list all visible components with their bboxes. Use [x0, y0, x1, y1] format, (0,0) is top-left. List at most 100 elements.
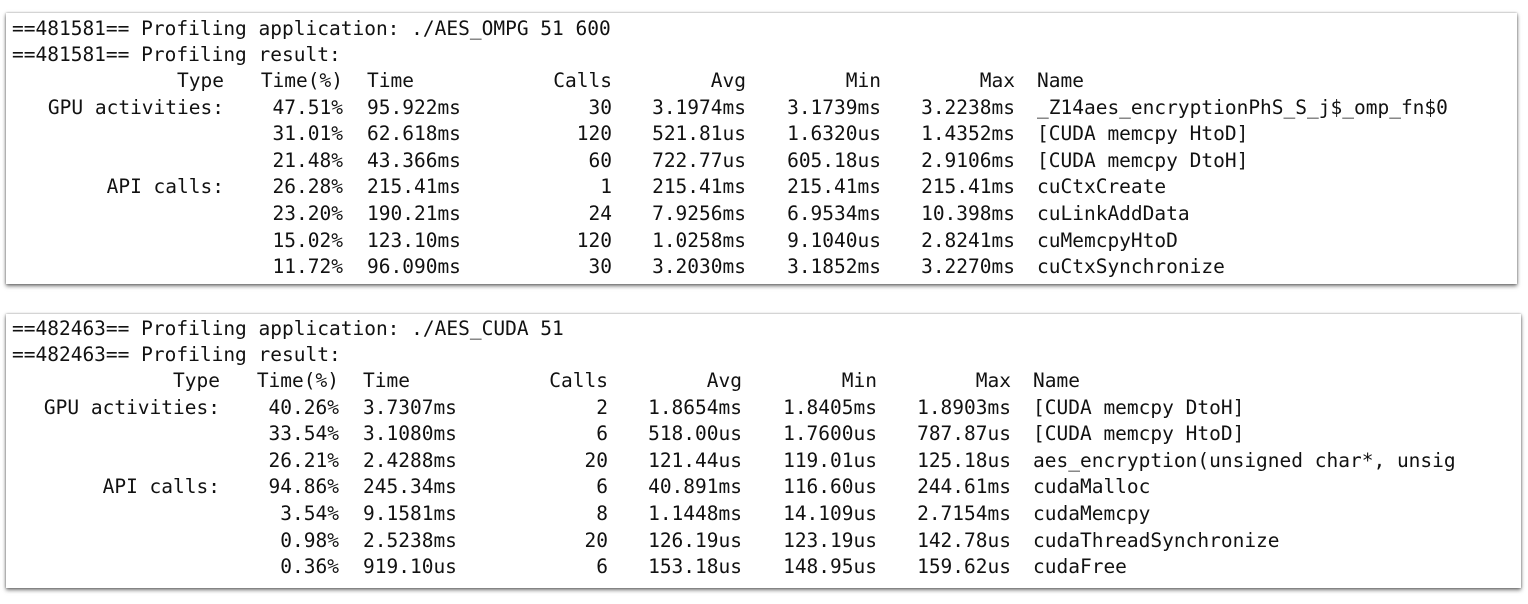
cell-min: 123.19us [783, 528, 877, 552]
cell-max: 125.18us [917, 448, 1011, 472]
header-line: ==481581== Profiling application: ./AES_… [12, 17, 611, 40]
cell-type: Type [177, 69, 224, 92]
table-row: 0.36% 919.10us 6 153.18us 148.95us 159.62us cu… [6, 554, 1521, 580]
cell-calls: Calls [553, 69, 612, 92]
cell-time: 3.7307ms [363, 395, 457, 419]
cell-calls: 24 [588, 202, 612, 225]
cell-name: _Z14aes_encryptionPhS_S_j$_omp_fn$0 [1037, 95, 1448, 119]
cell-type: GPU activities: [47, 95, 224, 119]
cell-max: 10.398ms [921, 202, 1015, 225]
cell-avg: Avg [710, 69, 746, 92]
cell-name: Name [1037, 69, 1084, 92]
cell-name: cudaMalloc [1033, 475, 1151, 499]
cell-calls: 120 [576, 228, 612, 252]
cell-time: 3.1080ms [363, 422, 457, 446]
cell-min: Min [841, 369, 877, 392]
profiler-output-omp: ==481581== Profiling application: ./AES_… [6, 13, 1517, 284]
table-row: 11.72% 96.090ms 30 3.2030ms 3.1852ms 3.2270ms… [6, 254, 1517, 280]
cell-time: 95.922ms [367, 95, 461, 119]
cell-avg: 121.44us [648, 448, 742, 472]
cell-calls: 1 [600, 175, 612, 199]
cell-name: cudaFree [1033, 555, 1127, 579]
cell-min: 605.18us [787, 148, 881, 172]
cell-max: 2.7154ms [917, 502, 1011, 525]
cell-time: 919.10us [363, 555, 457, 579]
cell-name: cuMemcpyHtoD [1037, 228, 1178, 252]
cell-max: 142.78us [917, 528, 1011, 552]
cell-time-pct: 26.28% [272, 175, 343, 199]
cell-calls: 20 [584, 448, 608, 472]
cell-time-pct: 94.86% [268, 475, 339, 499]
cell-name: aes_encryption(unsigned char*, unsig [1033, 448, 1456, 472]
cell-time: 215.41ms [367, 175, 461, 199]
cell-calls: 30 [588, 255, 612, 279]
cell-time: 245.34ms [363, 475, 457, 499]
table-row: GPU activities: 47.51% 95.922ms 30 3.1974ms 3… [6, 95, 1517, 121]
cell-max: 3.2238ms [921, 95, 1015, 119]
cell-time-pct: 15.02% [272, 228, 343, 252]
cell-min: 1.8405ms [783, 395, 877, 419]
table-header-row: Type Time(%) Time Calls Avg Min Max Name [6, 368, 1521, 394]
cell-time: 43.366ms [367, 148, 461, 172]
table-row: 3.54% 9.1581ms 8 1.1448ms 14.109us 2.7154ms cu… [6, 501, 1521, 527]
cell-time-pct: 31.01% [272, 122, 343, 146]
cell-time-pct: 40.26% [268, 395, 339, 419]
cell-time: Time [363, 369, 410, 392]
cell-name: [CUDA memcpy HtoD] [1033, 422, 1245, 446]
cell-time: Time [367, 69, 414, 92]
header-line: ==482463== Profiling application: ./AES_… [12, 317, 564, 340]
cell-time: 2.5238ms [363, 528, 457, 552]
header-line: ==481581== Profiling result: [12, 43, 341, 66]
cell-name: cuLinkAddData [1037, 202, 1190, 225]
table-row: API calls: 94.86% 245.34ms 6 40.891ms 116.60u… [6, 474, 1521, 500]
cell-time-pct: 26.21% [268, 448, 339, 472]
cell-type: GPU activities: [43, 395, 220, 419]
cell-time-pct: 21.48% [272, 148, 343, 172]
cell-avg: 518.00us [648, 422, 742, 446]
cell-max: 2.9106ms [921, 148, 1015, 172]
cell-min: 215.41ms [787, 175, 881, 199]
cell-time-pct: 47.51% [272, 95, 343, 119]
header-line: ==482463== Profiling result: [12, 343, 341, 366]
cell-time-pct: 0.98% [280, 528, 339, 552]
cell-min: 3.1852ms [787, 255, 881, 279]
cell-time: 2.4288ms [363, 448, 457, 472]
cell-time: 190.21ms [367, 202, 461, 225]
cell-avg: 40.891ms [648, 475, 742, 499]
cell-name: [CUDA memcpy DtoH] [1033, 395, 1245, 419]
cell-min: 119.01us [783, 448, 877, 472]
cell-type: Type [173, 369, 220, 392]
cell-min: 14.109us [783, 502, 877, 525]
cell-time-pct: 33.54% [268, 422, 339, 446]
cell-max: Max [979, 69, 1015, 92]
cell-max: 1.8903ms [917, 395, 1011, 419]
cell-min: 6.9534ms [787, 202, 881, 225]
table-row: 31.01% 62.618ms 120 521.81us 1.6320us 1.4352m… [6, 121, 1517, 147]
cell-min: 9.1040us [787, 228, 881, 252]
cell-time-pct: 0.36% [280, 555, 339, 579]
cell-max: 3.2270ms [921, 255, 1015, 279]
cell-calls: 6 [596, 475, 608, 499]
cell-avg: Avg [706, 369, 742, 392]
cell-type: API calls: [106, 175, 224, 199]
cell-calls: 60 [588, 148, 612, 172]
cell-time-pct: 23.20% [272, 202, 343, 225]
cell-name: [CUDA memcpy HtoD] [1037, 122, 1249, 146]
table-row: API calls: 26.28% 215.41ms 1 215.41ms 215.41m… [6, 174, 1517, 200]
cell-calls: 6 [596, 422, 608, 446]
cell-avg: 215.41ms [652, 175, 746, 199]
cell-max: 787.87us [917, 422, 1011, 446]
cell-name: cuCtxCreate [1037, 175, 1167, 199]
table-row: 0.98% 2.5238ms 20 126.19us 123.19us 142.78us c… [6, 528, 1521, 554]
cell-calls: 6 [596, 555, 608, 579]
cell-avg: 153.18us [648, 555, 742, 579]
cell-type: API calls: [102, 475, 220, 499]
cell-calls: Calls [549, 369, 608, 392]
table-row: 23.20% 190.21ms 24 7.9256ms 6.9534ms 10.398ms… [6, 201, 1517, 227]
cell-calls: 2 [596, 395, 608, 419]
table-row: 15.02% 123.10ms 120 1.0258ms 9.1040us 2.8241m… [6, 228, 1517, 254]
cell-max: 215.41ms [921, 175, 1015, 199]
cell-max: 159.62us [917, 555, 1011, 579]
cell-min: Min [845, 69, 881, 92]
cell-avg: 1.8654ms [648, 395, 742, 419]
